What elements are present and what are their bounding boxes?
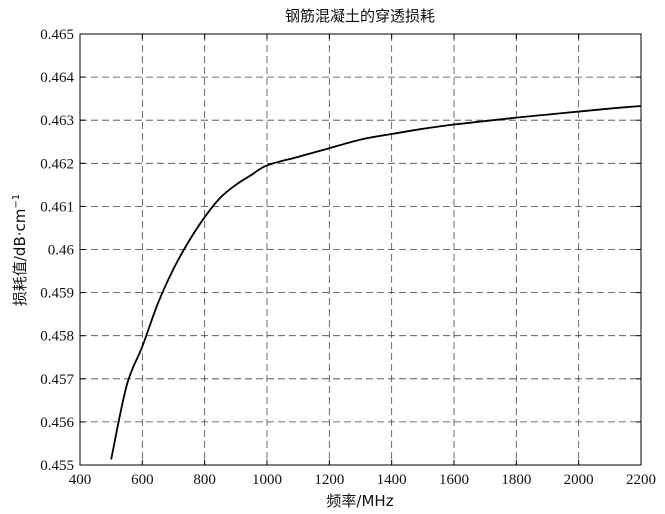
y-tick-label: 0.457 [40,372,74,388]
series-line [110,105,642,460]
chart-title: 钢筋混凝土的穿透损耗 [285,7,435,25]
y-tick-label: 0.462 [40,156,74,172]
x-tick-label: 600 [131,472,154,488]
y-tick-label: 0.459 [40,286,74,302]
y-tick-label: 0.458 [40,329,74,345]
tick-labels: 400 600 800 1000 1200 1400 1600 1800 2000 2200 0.4… [40,27,656,488]
y-tick-label: 0.455 [40,458,74,474]
y-tick-label: 0.464 [40,70,74,86]
y-axis-label-exponent: −1 [11,194,22,209]
y-tick-label: 0.461 [40,199,74,215]
x-tick-label: 400 [69,472,92,488]
x-tick-label: 1200 [314,472,344,488]
x-tick-label: 1800 [501,472,531,488]
y-axis-label: 损耗值/dB·cm−1 [11,194,29,306]
y-tick-label: 0.463 [40,113,74,129]
y-tick-label: 0.46 [48,243,75,259]
y-axis-label-text: 损耗值/dB·cm [11,209,29,307]
x-tick-label: 2000 [564,472,594,488]
x-tick-label: 1000 [252,472,282,488]
x-tick-label: 1600 [439,472,469,488]
y-tick-label: 0.465 [40,27,74,43]
x-tick-label: 1400 [377,472,407,488]
y-tick-label: 0.456 [40,415,74,431]
x-tick-label: 800 [193,472,216,488]
x-axis-label: 频率/MHz [326,492,393,510]
x-tick-label: 2200 [626,472,656,488]
axis-ticks [79,33,642,466]
grid [80,34,641,465]
